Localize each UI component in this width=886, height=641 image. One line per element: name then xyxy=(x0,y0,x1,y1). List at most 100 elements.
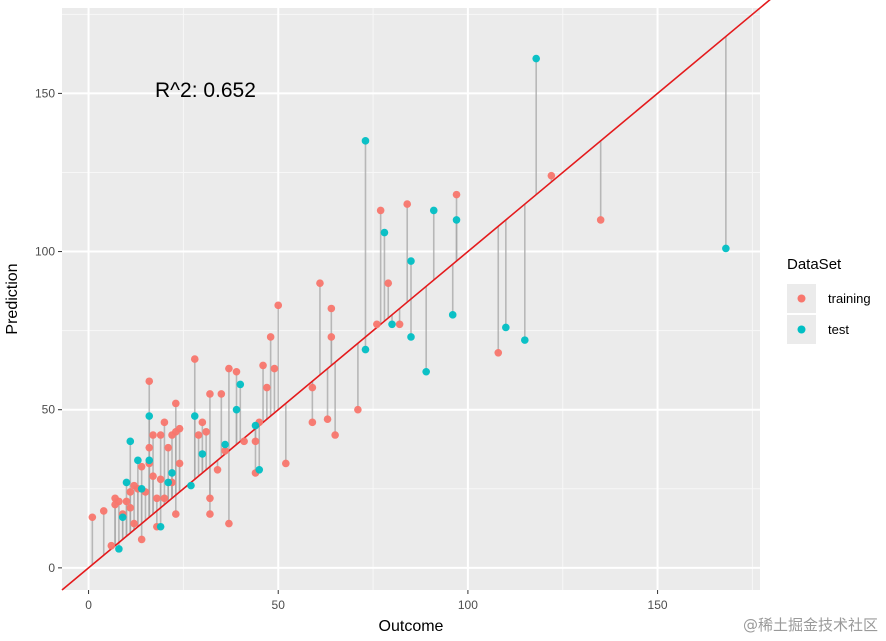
training-point xyxy=(122,497,131,506)
test-point xyxy=(126,437,135,446)
training-point xyxy=(190,355,199,363)
training-point xyxy=(137,462,146,471)
legend-label-training: training xyxy=(828,291,871,306)
training-point xyxy=(130,519,138,528)
training-point xyxy=(323,415,332,423)
training-point xyxy=(149,431,157,439)
training-point xyxy=(175,459,184,468)
test-point xyxy=(380,228,389,237)
training-point xyxy=(137,535,146,544)
training-point xyxy=(316,279,324,287)
training-point xyxy=(172,510,180,518)
y-axis-ticks: 0 50 100 150 xyxy=(35,86,62,575)
r-squared-annotation: R^2: 0.652 xyxy=(155,79,256,102)
test-point xyxy=(407,333,415,341)
test-point xyxy=(407,257,415,265)
test-point xyxy=(251,421,260,430)
test-point xyxy=(145,412,154,420)
training-point xyxy=(206,510,214,518)
training-point xyxy=(403,200,412,208)
test-point xyxy=(190,412,199,420)
training-point xyxy=(308,383,317,392)
training-point xyxy=(225,519,233,528)
training-point xyxy=(266,333,275,341)
training-point xyxy=(274,301,283,310)
x-tick-label: 150 xyxy=(648,598,668,612)
training-point xyxy=(217,390,226,398)
training-point xyxy=(240,437,248,446)
test-point xyxy=(361,345,370,354)
test-point xyxy=(137,484,146,493)
test-point xyxy=(168,469,176,477)
test-point xyxy=(502,323,510,332)
test-point xyxy=(448,311,457,319)
training-point xyxy=(160,494,169,503)
training-point xyxy=(160,418,169,427)
training-point xyxy=(126,503,135,512)
data-points xyxy=(88,54,730,553)
training-point xyxy=(376,206,385,215)
training-point xyxy=(225,364,233,373)
training-point xyxy=(172,399,180,408)
test-point xyxy=(118,513,127,522)
training-point xyxy=(221,447,229,455)
training-point xyxy=(547,171,556,180)
test-point xyxy=(134,456,142,465)
legend-marker-training xyxy=(797,294,806,303)
test-point xyxy=(232,405,241,414)
x-axis-title: Outcome xyxy=(379,618,444,635)
training-point xyxy=(327,333,336,341)
training-point xyxy=(270,364,279,373)
legend-title: DataSet xyxy=(787,256,842,273)
test-point xyxy=(145,456,154,465)
training-point xyxy=(251,437,260,446)
training-point xyxy=(107,541,116,550)
test-point xyxy=(187,481,195,490)
x-tick-label: 100 xyxy=(458,598,478,612)
reference-line xyxy=(61,0,771,591)
training-point xyxy=(596,216,605,224)
training-point xyxy=(115,497,123,506)
test-point xyxy=(255,466,264,474)
training-point xyxy=(259,361,267,370)
training-point xyxy=(88,513,97,522)
training-point xyxy=(395,320,404,329)
training-point xyxy=(384,279,393,287)
training-point xyxy=(206,390,214,398)
test-point xyxy=(722,244,730,253)
x-tick-label: 0 xyxy=(85,598,92,612)
test-point xyxy=(198,450,207,458)
training-point xyxy=(126,488,135,496)
legend-marker-test xyxy=(797,325,806,334)
x-axis-ticks: 0 50 100 150 xyxy=(85,590,668,612)
training-point xyxy=(213,466,222,474)
training-point xyxy=(263,383,271,392)
training-point xyxy=(327,304,336,313)
training-point xyxy=(175,424,184,433)
test-point xyxy=(221,440,229,449)
training-point xyxy=(198,418,207,427)
x-tick-label: 50 xyxy=(272,598,286,612)
training-point xyxy=(452,190,461,199)
training-point xyxy=(99,507,108,515)
training-point xyxy=(308,418,317,427)
test-point xyxy=(122,478,131,487)
legend: DataSet training test xyxy=(787,256,871,344)
training-point xyxy=(331,431,339,439)
training-point xyxy=(282,459,290,468)
y-tick-label: 100 xyxy=(35,245,55,259)
test-point xyxy=(388,320,396,329)
test-point xyxy=(156,522,165,531)
training-point xyxy=(145,377,154,386)
y-axis-title: Prediction xyxy=(4,263,21,334)
major-gridlines xyxy=(62,8,760,590)
test-point xyxy=(521,336,529,344)
minor-gridlines xyxy=(62,8,760,590)
training-point xyxy=(156,431,165,439)
test-point xyxy=(429,206,438,215)
watermark: @稀土掘金技术社区 xyxy=(742,616,878,634)
training-point xyxy=(194,431,203,439)
test-point xyxy=(115,545,123,553)
training-point xyxy=(354,405,362,414)
